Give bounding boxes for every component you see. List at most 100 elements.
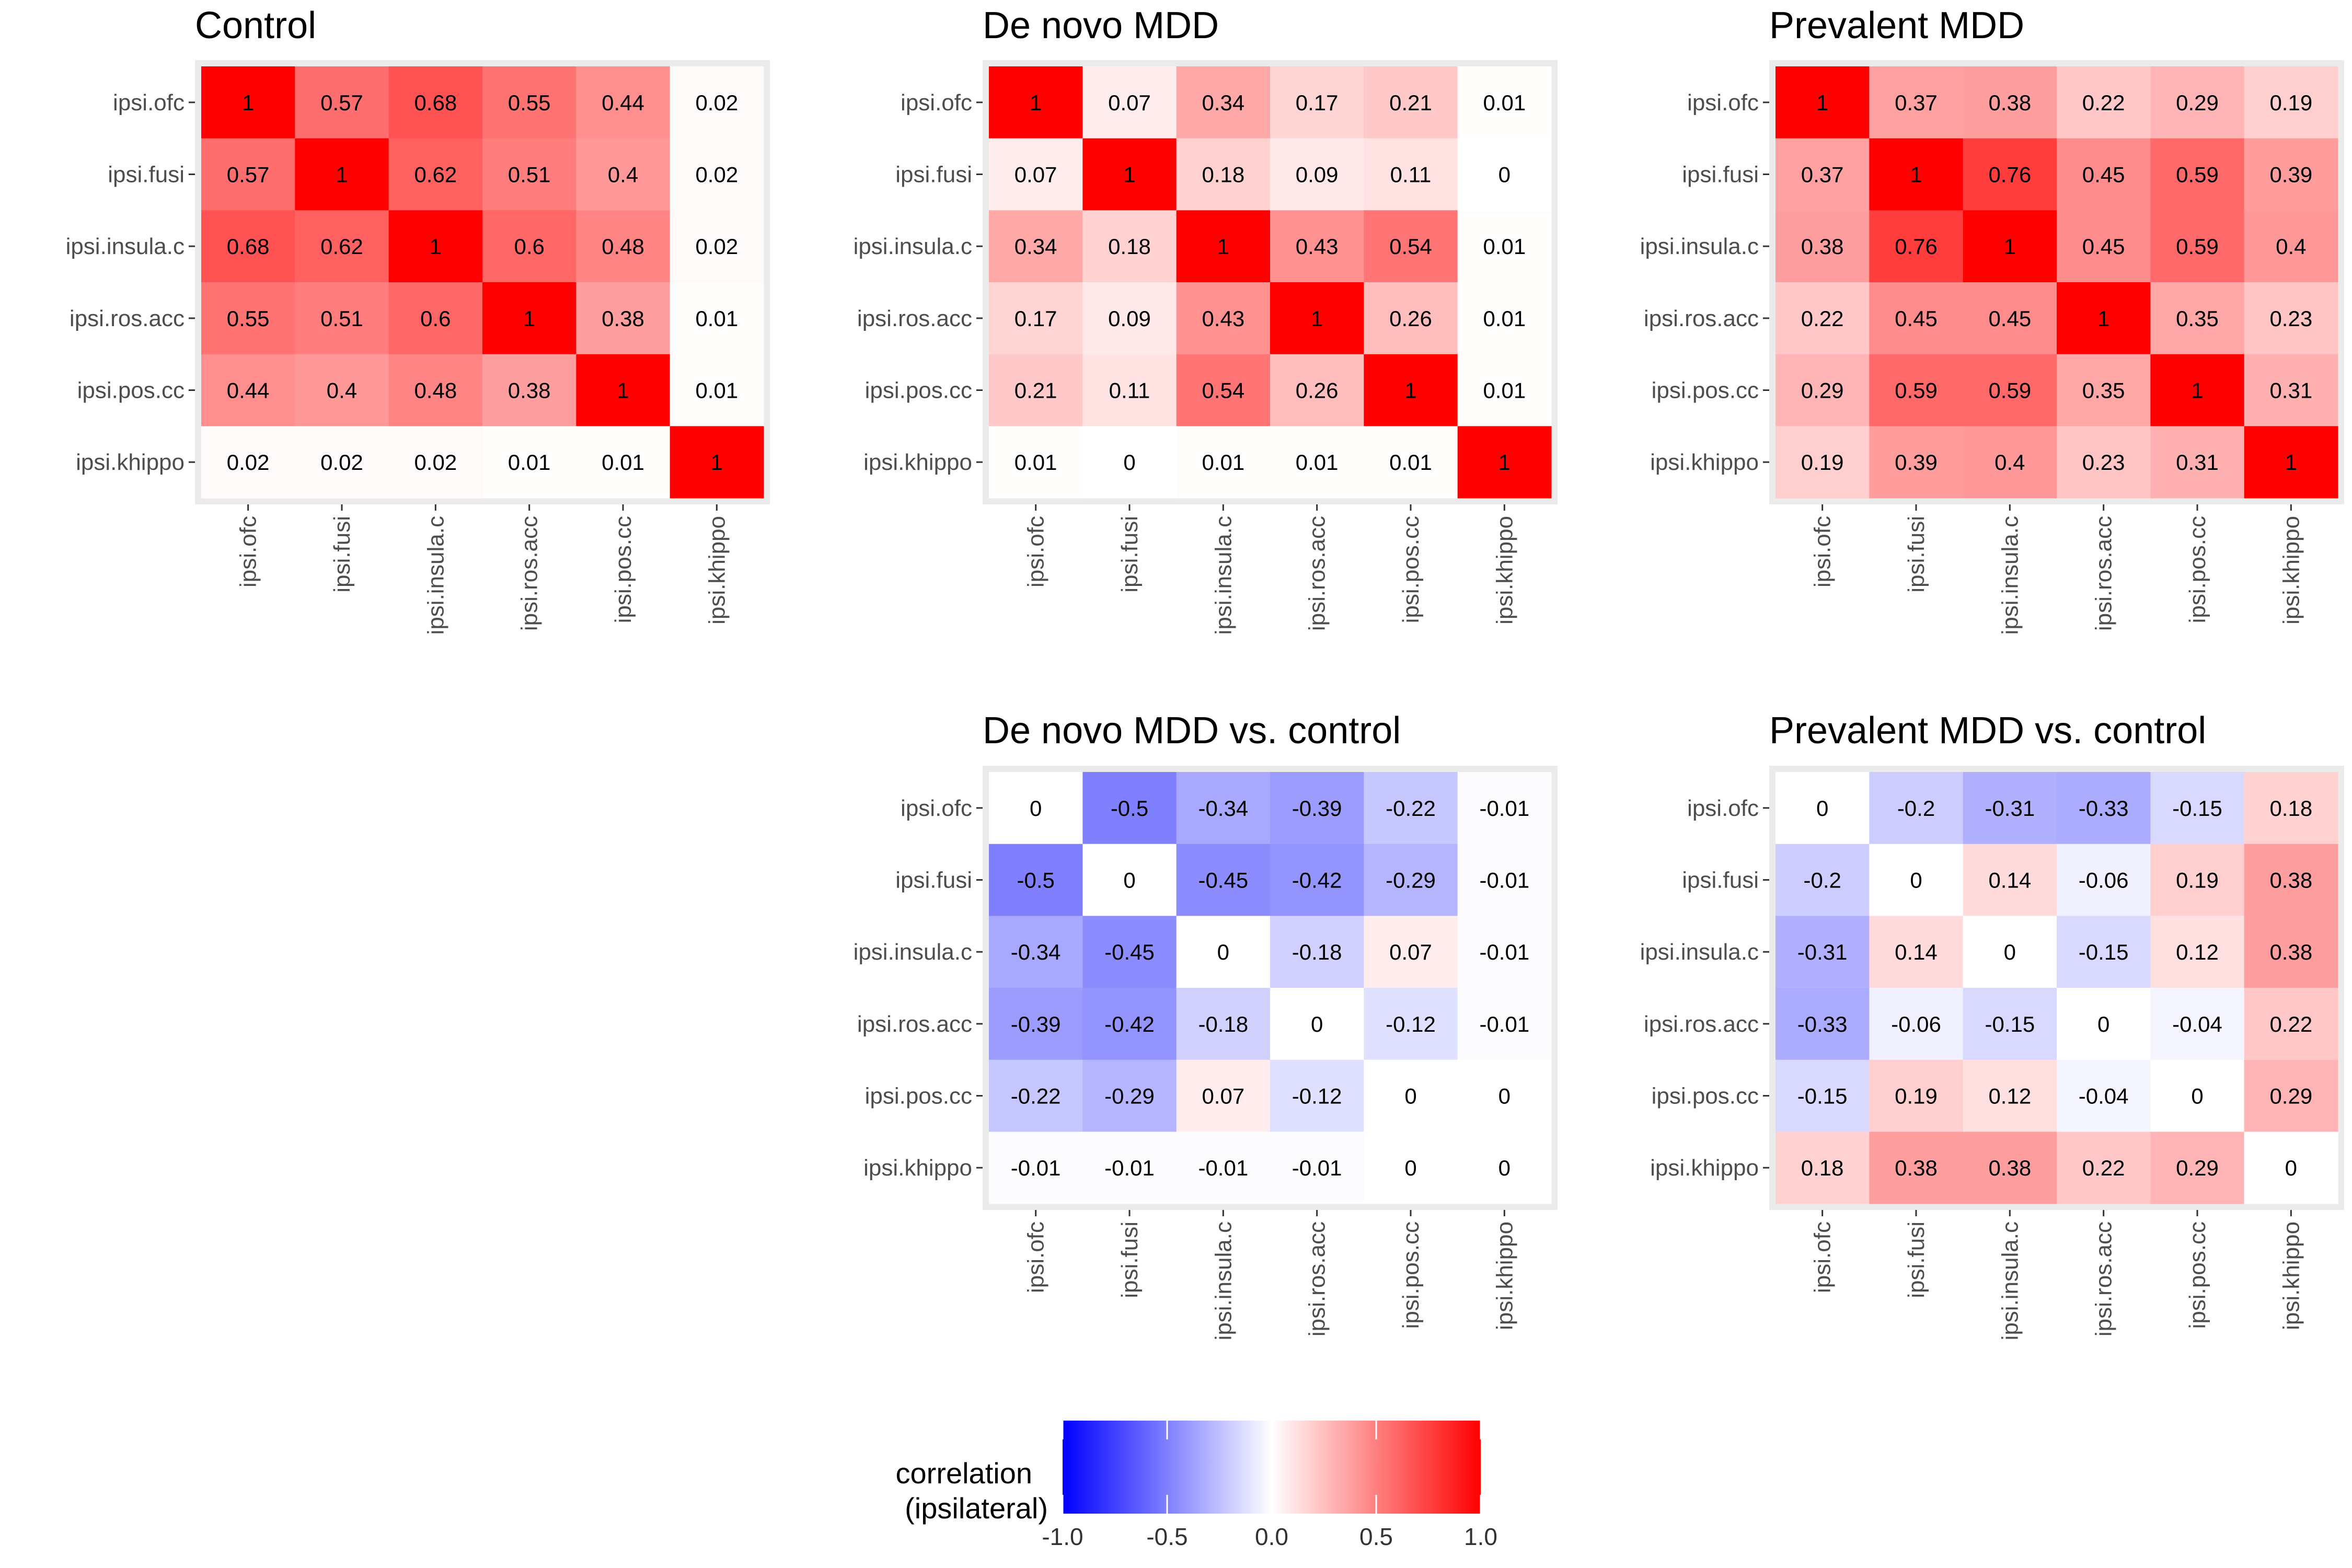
cell-value-label: -0.5 <box>1111 796 1148 821</box>
cell-value-label: 0.59 <box>2176 234 2219 259</box>
cell-value-label: -0.12 <box>1386 1012 1436 1036</box>
cell-value-label: 0.31 <box>2269 378 2312 403</box>
heatmap-cell <box>1082 282 1177 355</box>
cell-value-label: 0.68 <box>414 90 457 115</box>
cell-value-label: 0.07 <box>1202 1084 1244 1109</box>
cell-value-label: 0.22 <box>2082 90 2125 115</box>
cell-value-label: -0.01 <box>1479 796 1529 821</box>
y-tick-label: ipsi.ofc <box>901 795 972 821</box>
heatmap-cell <box>576 66 671 139</box>
heatmap-cell <box>1270 282 1364 355</box>
heatmap-cell <box>1869 282 1964 355</box>
cell-value-label: 0 <box>1498 1156 1511 1180</box>
heatmap-cell <box>1082 1059 1177 1132</box>
x-tick-label: ipsi.khippo <box>1492 516 1517 625</box>
x-tick-label: ipsi.khippo <box>704 516 730 625</box>
heatmap-cell <box>1963 772 2057 845</box>
heatmap-control: Control 1 0.57 0.68 0.55 0.44 0.02 0.57 1 0.62 0.5… <box>66 5 770 635</box>
heatmap-cell <box>1270 916 1364 988</box>
x-tick-label: ipsi.khippo <box>1492 1221 1517 1330</box>
heatmap-cell <box>2244 844 2338 916</box>
cell-value-label: 0 <box>1498 1084 1511 1109</box>
heatmap-cell <box>1963 66 2057 139</box>
heatmap-cell <box>1176 772 1271 845</box>
cell-value-label: -0.39 <box>1011 1012 1061 1036</box>
cell-value-label: 0.38 <box>508 378 551 403</box>
cell-value-label: 0.18 <box>1202 163 1244 187</box>
y-tick-label: ipsi.pos.cc <box>1652 378 1759 403</box>
cell-value-label: 0 <box>1498 163 1511 187</box>
cell-value-label: 0.44 <box>227 378 270 403</box>
heatmap-cell <box>295 66 389 139</box>
legend-title-line2: (ipsilateral) <box>905 1492 1048 1525</box>
heatmap-cell <box>1082 138 1177 211</box>
y-tick-label: ipsi.khippo <box>76 449 185 475</box>
heatmap-cell <box>1869 138 1964 211</box>
cell-value-label: 0.22 <box>2269 1012 2312 1036</box>
heatmap-cell <box>2057 1132 2151 1204</box>
cell-value-label: 0.31 <box>2176 450 2219 475</box>
x-tick-label: ipsi.insula.c <box>1997 1221 2023 1340</box>
legend-title-line1: correlation <box>896 1457 1032 1490</box>
y-tick-label: ipsi.ros.acc <box>70 306 185 331</box>
heatmap-cell <box>1270 844 1364 916</box>
cell-value-label: -0.29 <box>1104 1084 1155 1109</box>
cell-value-label: -0.04 <box>2079 1084 2129 1109</box>
legend: correlation (ipsilateral) -1.0 -0.5 0.0 0.5… <box>896 1421 1497 1550</box>
heatmap-cell <box>2150 426 2245 499</box>
heatmap-cell <box>1775 66 1870 139</box>
cell-value-label: 0.14 <box>1988 868 2031 893</box>
heatmap-cell <box>1270 1132 1364 1204</box>
cell-value-label: -0.12 <box>1292 1084 1342 1109</box>
cell-value-label: 0.4 <box>2276 234 2306 259</box>
heatmap-cell <box>576 138 671 211</box>
heatmap-cell <box>482 282 577 355</box>
y-tick-label: ipsi.insula.c <box>854 234 972 259</box>
cell-value-label: 0.57 <box>320 90 363 115</box>
heatmap-cell <box>670 138 764 211</box>
x-tick-label: ipsi.insula.c <box>1210 1221 1236 1340</box>
heatmap-cell <box>576 210 671 283</box>
x-tick-label: ipsi.ros.acc <box>2091 1221 2117 1336</box>
heatmap-cell <box>2244 916 2338 988</box>
heatmap-cell <box>2057 988 2151 1060</box>
cell-value-label: 0.48 <box>414 378 457 403</box>
cell-value-label: 0.38 <box>1801 234 1844 259</box>
y-tick-label: ipsi.insula.c <box>1640 939 1759 965</box>
heatmap-cell <box>1270 354 1364 426</box>
cell-value-label: -0.15 <box>1797 1084 1848 1109</box>
heatmap-cell <box>1963 988 2057 1060</box>
heatmap-cell <box>576 354 671 426</box>
heatmap-cell <box>1869 916 1964 988</box>
heatmap-cell <box>1364 772 1458 845</box>
cell-value-label: -0.01 <box>1104 1156 1155 1180</box>
heatmap-cell <box>1270 66 1364 139</box>
heatmap-cell <box>2244 988 2338 1060</box>
heatmap-cell <box>2150 282 2245 355</box>
heatmap-cell <box>1869 1059 1964 1132</box>
heatmap-cell <box>1457 844 1552 916</box>
heatmap-cell <box>482 354 577 426</box>
heatmap-cell <box>989 844 1083 916</box>
legend-tick-label: 0.0 <box>1255 1523 1288 1550</box>
cell-value-label: 0.55 <box>227 306 270 331</box>
x-tick-label: ipsi.insula.c <box>1997 516 2023 635</box>
heatmap-cell <box>1176 844 1271 916</box>
heatmap-cell <box>1457 210 1552 283</box>
heatmap-cell <box>1457 138 1552 211</box>
heatmap-cell <box>2150 1059 2245 1132</box>
legend-tick-label: 0.5 <box>1359 1523 1393 1550</box>
heatmap-cell <box>989 988 1083 1060</box>
x-tick-label: ipsi.pos.cc <box>1398 516 1424 623</box>
y-tick-label: ipsi.ros.acc <box>1644 306 1759 331</box>
heatmap-cell <box>1457 1059 1552 1132</box>
y-tick-label: ipsi.ros.acc <box>1644 1011 1759 1037</box>
cell-value-label: -0.01 <box>1479 868 1529 893</box>
cell-value-label: 1 <box>1311 306 1323 331</box>
cell-value-label: 0.4 <box>1994 450 2025 475</box>
cell-value-label: 0.01 <box>1296 450 1339 475</box>
cell-value-label: 0.29 <box>1801 378 1844 403</box>
heatmap-cell <box>295 138 389 211</box>
heatmap-cell <box>2244 426 2338 499</box>
cell-value-label: 0.45 <box>1988 306 2031 331</box>
